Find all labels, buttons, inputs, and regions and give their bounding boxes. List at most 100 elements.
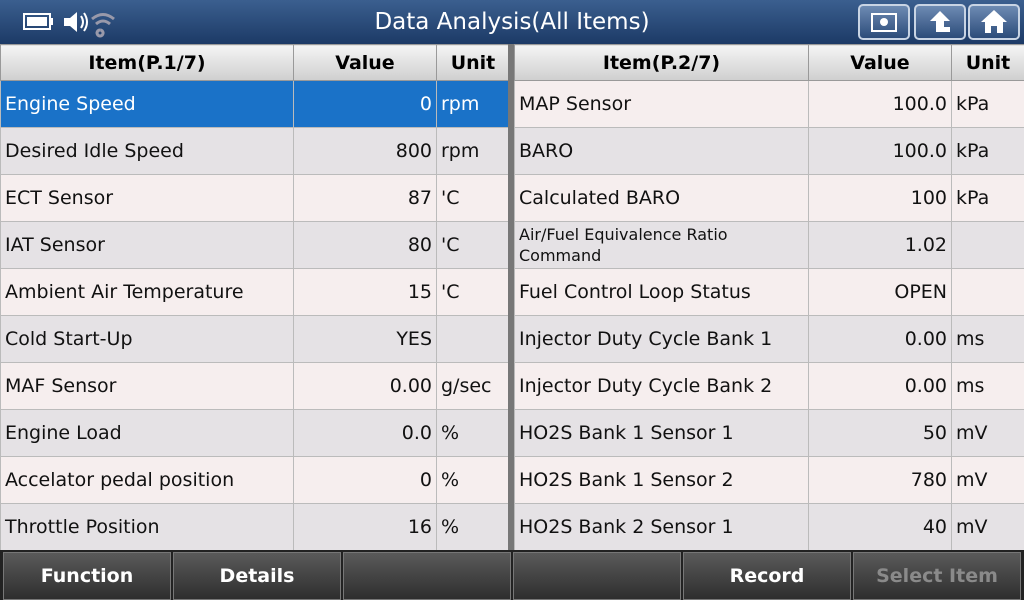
unit-cell bbox=[436, 315, 510, 363]
unit-cell: % bbox=[436, 503, 510, 551]
item-cell: Throttle Position bbox=[0, 503, 294, 551]
item-cell: Desired Idle Speed bbox=[0, 127, 294, 175]
footer: Function Details Record Select Item bbox=[0, 550, 1024, 600]
unit-cell: kPa bbox=[951, 127, 1024, 175]
item-cell: Cold Start-Up bbox=[0, 315, 294, 363]
data-row[interactable]: Engine Speed 0 rpm bbox=[0, 80, 510, 128]
data-row: Injector Duty Cycle Bank 1 0.00 ms bbox=[514, 315, 1024, 363]
unit-cell: 'C bbox=[436, 268, 510, 316]
unit-cell: % bbox=[436, 409, 510, 457]
right-table: Item(P.2/7) Value Unit MAP Sensor 100.0 kPa BA… bbox=[514, 44, 1024, 551]
unit-cell: kPa bbox=[951, 80, 1024, 128]
value-cell: 100.0 bbox=[808, 127, 952, 175]
item-cell: MAF Sensor bbox=[0, 362, 294, 410]
unit-cell bbox=[951, 221, 1024, 269]
unit-cell: g/sec bbox=[436, 362, 510, 410]
data-row: Cold Start-Up YES bbox=[0, 315, 510, 363]
value-cell: 40 bbox=[808, 503, 952, 551]
item-cell: IAT Sensor bbox=[0, 221, 294, 269]
value-cell: 1.02 bbox=[808, 221, 952, 269]
item-cell: Accelator pedal position bbox=[0, 456, 294, 504]
unit-cell bbox=[951, 268, 1024, 316]
data-row: Injector Duty Cycle Bank 2 0.00 ms bbox=[514, 362, 1024, 410]
value-cell: 0 bbox=[293, 456, 437, 504]
column-header: Value bbox=[293, 44, 437, 81]
value-cell: 100 bbox=[808, 174, 952, 222]
title: Data Analysis(All Items) bbox=[374, 9, 650, 35]
details-button[interactable]: Details bbox=[173, 552, 341, 600]
data-row: IAT Sensor 80 'C bbox=[0, 221, 510, 269]
item-cell: HO2S Bank 2 Sensor 1 bbox=[514, 503, 809, 551]
data-row: Accelator pedal position 0% bbox=[0, 456, 510, 504]
column-header: Item(P.2/7) bbox=[514, 44, 809, 81]
unit-cell: % bbox=[436, 456, 510, 504]
select-item-button: Select Item bbox=[853, 552, 1021, 600]
data-row: MAF Sensor 0.00 g/sec bbox=[0, 362, 510, 410]
value-cell: 16 bbox=[293, 503, 437, 551]
item-cell: HO2S Bank 1 Sensor 1 bbox=[514, 409, 809, 457]
item-cell: MAP Sensor bbox=[514, 80, 809, 128]
value-cell: 0.00 bbox=[808, 362, 952, 410]
column-header: Unit bbox=[436, 44, 510, 81]
empty-button bbox=[513, 552, 681, 600]
unit-cell: mV bbox=[951, 503, 1024, 551]
column-header: Unit bbox=[951, 44, 1024, 81]
item-cell: Injector Duty Cycle Bank 2 bbox=[514, 362, 809, 410]
unit-cell: ms bbox=[951, 362, 1024, 410]
data-row: HO2S Bank 1 Sensor 1 50 mV bbox=[514, 409, 1024, 457]
value-cell: 100.0 bbox=[808, 80, 952, 128]
unit-cell: rpm bbox=[436, 80, 510, 128]
unit-cell: 'C bbox=[436, 221, 510, 269]
data-row: Engine Load 0.0% bbox=[0, 409, 510, 457]
data-row: Desired Idle Speed 800 rpm bbox=[0, 127, 510, 175]
value-cell: 80 bbox=[293, 221, 437, 269]
status-icons bbox=[23, 12, 115, 38]
divider bbox=[508, 44, 514, 550]
item-cell: Calculated BARO bbox=[514, 174, 809, 222]
header: Data Analysis(All Items) bbox=[0, 0, 1024, 44]
header-row: Item(P.1/7) Value Unit bbox=[0, 44, 510, 81]
header-row: Item(P.2/7) Value Unit bbox=[514, 44, 1024, 81]
data-row: HO2S Bank 1 Sensor 2 780 mV bbox=[514, 456, 1024, 504]
data-row: Air/Fuel Equivalence Ratio Command 1.02 bbox=[514, 221, 1024, 269]
data-row: Fuel Control Loop Status OPEN bbox=[514, 268, 1024, 316]
back-button[interactable] bbox=[914, 4, 966, 40]
item-cell: Ambient Air Temperature bbox=[0, 268, 294, 316]
value-cell: 50 bbox=[808, 409, 952, 457]
screenshot-button[interactable] bbox=[858, 4, 910, 40]
value-cell: 780 bbox=[808, 456, 952, 504]
value-cell: 0.0 bbox=[293, 409, 437, 457]
item-cell: ECT Sensor bbox=[0, 174, 294, 222]
value-cell: 800 bbox=[293, 127, 437, 175]
value-cell: 87 bbox=[293, 174, 437, 222]
item-cell: BARO bbox=[514, 127, 809, 175]
value-cell: 15 bbox=[293, 268, 437, 316]
item-cell: Air/Fuel Equivalence Ratio Command bbox=[514, 221, 809, 269]
record-button[interactable]: Record bbox=[683, 552, 851, 600]
unit-cell: rpm bbox=[436, 127, 510, 175]
left-table: Item(P.1/7) Value Unit Engine Speed 0 rpm Desi… bbox=[0, 44, 510, 551]
data-row: HO2S Bank 2 Sensor 1 40 mV bbox=[514, 503, 1024, 551]
unit-cell: ms bbox=[951, 315, 1024, 363]
value-cell: 0 bbox=[293, 80, 437, 128]
unit-cell: 'C bbox=[436, 174, 510, 222]
empty-button bbox=[343, 552, 511, 600]
home-button[interactable] bbox=[968, 4, 1020, 40]
item-cell: Engine Speed bbox=[0, 80, 294, 128]
data-row: MAP Sensor 100.0 kPa bbox=[514, 80, 1024, 128]
item-cell: Fuel Control Loop Status bbox=[514, 268, 809, 316]
data-row: Throttle Position 16% bbox=[0, 503, 510, 551]
value-cell: OPEN bbox=[808, 268, 952, 316]
column-header: Item(P.1/7) bbox=[0, 44, 294, 81]
function-button[interactable]: Function bbox=[3, 552, 171, 600]
data-row: ECT Sensor 87 'C bbox=[0, 174, 510, 222]
data-row: Ambient Air Temperature 15 'C bbox=[0, 268, 510, 316]
data-row: BARO 100.0 kPa bbox=[514, 127, 1024, 175]
value-cell: 0.00 bbox=[808, 315, 952, 363]
item-cell: Injector Duty Cycle Bank 1 bbox=[514, 315, 809, 363]
unit-cell: mV bbox=[951, 409, 1024, 457]
unit-cell: kPa bbox=[951, 174, 1024, 222]
unit-cell: mV bbox=[951, 456, 1024, 504]
value-cell: YES bbox=[293, 315, 437, 363]
